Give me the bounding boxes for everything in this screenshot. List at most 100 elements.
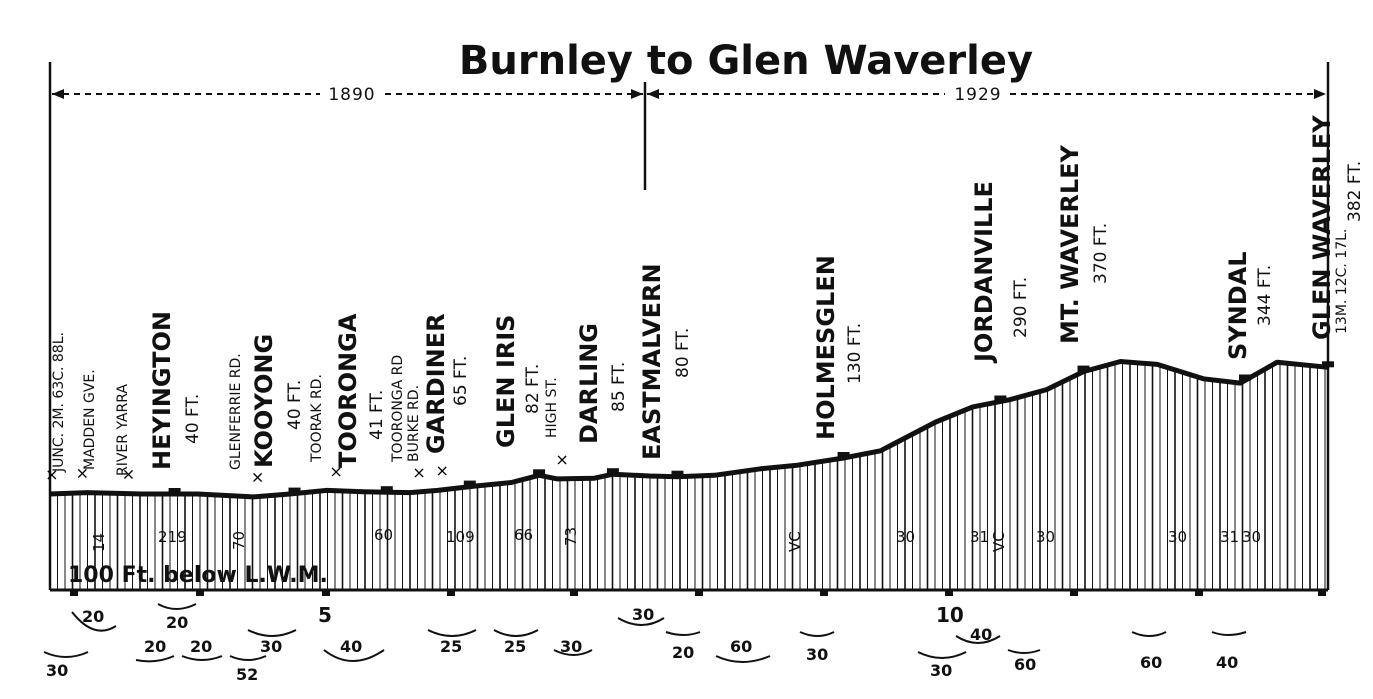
station-kooyong-elev: 40 FT. [285, 380, 305, 430]
station-jordanville-elev: 290 FT. [1011, 277, 1031, 338]
station-glen-iris: GLEN IRIS [492, 315, 520, 448]
level-crossing-marker: × [251, 468, 264, 487]
station-glen-waverley: GLEN WAVERLEY [1308, 115, 1336, 340]
grad-12: 30 [1036, 528, 1055, 546]
station-junc: JUNC. 2M. 63C. 88L. [51, 332, 67, 473]
grad-15: 30 [1242, 528, 1261, 546]
curve-19: 60 [1140, 653, 1162, 672]
station-glen-waverley-extra: 13M. 12C. 17L. [1334, 229, 1350, 334]
level-crossing-marker: × [329, 462, 342, 481]
station-eastmalvern-elev: 80 FT. [673, 328, 693, 378]
station-high-st: HIGH ST. [544, 377, 560, 438]
grad-5: 109 [446, 528, 475, 546]
station-tooronga-rd: TOORONGA RD [390, 355, 406, 463]
curve-13: 20 [672, 643, 694, 662]
curve-values: 30 20 20 20 20 52 30 40 25 25 30 30 20 6… [46, 605, 1238, 684]
curve-1: 30 [46, 661, 68, 680]
station-darling-elev: 85 FT. [609, 362, 629, 412]
curve-markers [43, 603, 1247, 663]
station-eastmalvern: EASTMALVERN [638, 263, 666, 460]
curve-5: 20 [190, 637, 212, 656]
station-platform-marker [463, 480, 476, 487]
station-platform-marker [606, 468, 619, 475]
station-platform-marker [837, 452, 850, 458]
station-holmesglen: HOLMESGLEN [812, 255, 840, 440]
era-spans [48, 62, 1330, 590]
gradient-values: 14 219 70 60 109 66 73 VC 30 31 VC 30 30… [90, 526, 1261, 552]
level-crossing-marker: × [555, 450, 568, 469]
station-platform-marker [533, 469, 546, 476]
station-platform-marker [671, 470, 684, 477]
curve-2: 20 [82, 607, 104, 626]
grad-6: 66 [514, 526, 533, 544]
profile-line [49, 359, 1329, 500]
curve-18: 60 [1014, 655, 1036, 674]
profile-hatching: × × × × × × × × [45, 361, 1334, 590]
grad-1: 14 [90, 533, 108, 552]
station-glen-waverley-elev: 382 FT. [1345, 161, 1365, 222]
milepost-markers [70, 590, 1326, 596]
curve-12: 30 [632, 605, 654, 624]
station-platform-marker [1239, 374, 1251, 381]
level-crossing-marker: × [435, 461, 448, 480]
curve-4: 20 [166, 613, 188, 632]
station-glen-iris-elev: 82 FT. [523, 364, 543, 414]
curve-16: 30 [930, 661, 952, 680]
curve-3: 20 [144, 637, 166, 656]
station-syndal: SYNDAL [1224, 251, 1252, 360]
station-labels: JUNC. 2M. 63C. 88L. MADDEN GVE. RIVER YA… [51, 115, 1365, 476]
station-river-yarra: RIVER YARRA [115, 384, 131, 476]
milepost-5: 5 [318, 603, 332, 627]
era-label-1929: 1929 [954, 85, 1001, 105]
curve-14: 60 [730, 637, 752, 656]
station-heyington-elev: 40 FT. [183, 394, 203, 444]
station-glenferrie-rd: GLENFERRIE RD. [228, 353, 244, 470]
station-platform-marker [380, 486, 393, 493]
datum-label: 100 Ft. below L.W.M. [68, 563, 328, 588]
milepost-10: 10 [936, 603, 964, 627]
curve-15: 30 [806, 645, 828, 664]
era-label-1890: 1890 [328, 85, 375, 105]
station-holmesglen-elev: 130 FT. [845, 323, 865, 384]
curve-20: 40 [1216, 653, 1238, 672]
station-platform-marker [1322, 361, 1334, 368]
curve-6: 52 [236, 665, 258, 684]
curve-7: 30 [260, 637, 282, 656]
grad-8: VC [786, 531, 804, 552]
curve-9: 25 [440, 637, 462, 656]
station-jordanville: JORDANVILLE [970, 181, 998, 364]
station-darling: DARLING [575, 323, 603, 444]
curve-8: 40 [340, 637, 362, 656]
station-platform-marker [1077, 365, 1090, 372]
station-heyington: HEYINGTON [148, 311, 176, 470]
station-tooronga-elev: 41 FT. [367, 390, 387, 440]
station-tooronga: TOORONGA [334, 313, 362, 468]
grad-2: 219 [158, 528, 187, 546]
station-mt-waverley-elev: 370 FT. [1091, 223, 1111, 284]
grad-4: 60 [374, 526, 393, 544]
level-crossing-marker: × [122, 465, 135, 484]
grad-13: 30 [1168, 528, 1187, 546]
station-burke-rd: BURKE RD. [406, 385, 422, 462]
grad-11: VC [990, 531, 1008, 552]
station-platform-marker [288, 487, 301, 494]
curve-10: 25 [504, 637, 526, 656]
station-madden-gve: MADDEN GVE. [82, 369, 98, 470]
station-gardiner: GARDINER [422, 313, 450, 454]
diagram-title: Burnley to Glen Waverley [459, 38, 1033, 84]
station-gardiner-elev: 65 FT. [451, 356, 471, 406]
level-crossing-marker: × [76, 464, 89, 483]
level-crossing-marker: × [45, 465, 58, 484]
station-syndal-elev: 344 FT. [1255, 265, 1275, 326]
station-platform-marker [168, 488, 181, 494]
grad-10: 31 [970, 528, 989, 546]
curve-17: 40 [970, 625, 992, 644]
station-mt-waverley: MT. WAVERLEY [1056, 144, 1084, 344]
grad-3: 70 [230, 531, 248, 550]
grad-14: 31 [1220, 528, 1239, 546]
level-crossing-marker: × [412, 463, 425, 482]
station-kooyong: KOOYONG [250, 334, 278, 468]
grad-7: 73 [562, 527, 580, 546]
station-platform-marker [994, 395, 1007, 402]
